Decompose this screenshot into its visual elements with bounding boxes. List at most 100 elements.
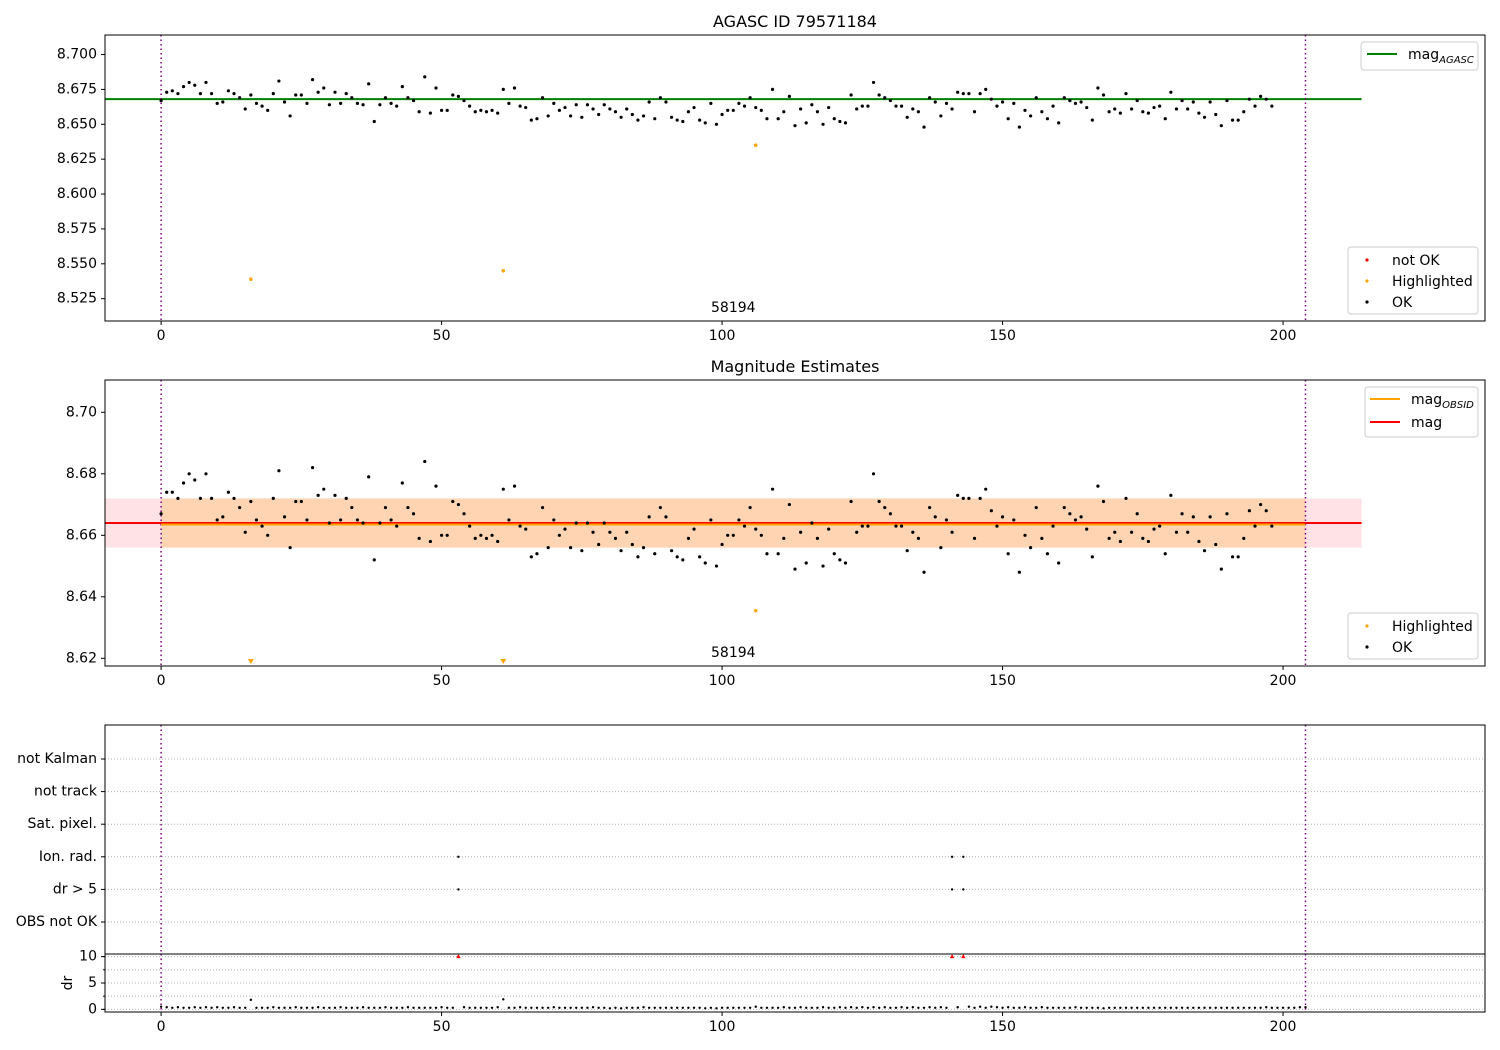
- ok-point: [266, 533, 270, 537]
- ok-point: [1197, 539, 1201, 544]
- ok-point: [776, 552, 780, 556]
- ok-point: [1141, 536, 1145, 540]
- dr-ok-point: [821, 1006, 825, 1009]
- ok-point: [608, 107, 612, 111]
- dr-ok-point: [1029, 1006, 1032, 1009]
- dr-ok-point: [356, 1006, 359, 1009]
- ok-point: [776, 117, 780, 121]
- panel4-ytick-label: 0: [88, 1001, 97, 1017]
- ok-point: [451, 499, 455, 504]
- ok-point: [563, 527, 567, 531]
- panel2-line-legend-label: magOBSID: [1411, 392, 1474, 411]
- panel1-point-legend-label: not OK: [1392, 253, 1440, 269]
- ok-point: [316, 493, 320, 497]
- dr-ok-point: [597, 1006, 600, 1009]
- ok-point: [389, 518, 393, 522]
- ok-point: [232, 91, 236, 96]
- ok-point: [860, 104, 864, 108]
- ok-point: [1057, 121, 1061, 125]
- dr-ok-point: [1242, 1006, 1245, 1009]
- dr-ok-point: [776, 1006, 780, 1009]
- ok-point: [815, 536, 820, 540]
- ok-point: [1107, 110, 1111, 114]
- ok-point: [984, 87, 988, 92]
- dr-ok-point: [866, 1006, 870, 1009]
- ok-point: [703, 121, 707, 125]
- ok-point: [361, 521, 365, 525]
- ok-point: [535, 552, 539, 556]
- panel2-obsid-label: 58194: [711, 645, 756, 661]
- agasc-mag-panel: AGASC ID 79571184 58194 0 50 100 150 200 8.525 8…: [57, 12, 1486, 344]
- ok-point: [1124, 496, 1128, 500]
- flag-point: [950, 888, 954, 891]
- ok-point: [1062, 96, 1066, 100]
- ok-point: [1090, 118, 1094, 122]
- ok-point: [546, 546, 550, 550]
- ok-point: [434, 86, 438, 90]
- dr-ok-point: [586, 1006, 589, 1009]
- ok-point: [860, 524, 864, 528]
- panel1-ytick-label: 8.650: [57, 116, 97, 132]
- ok-point: [714, 122, 719, 126]
- dr-ok-point: [406, 1006, 410, 1009]
- ok-point: [473, 110, 477, 114]
- ok-point: [305, 101, 309, 105]
- panel1-ytick-label: 8.550: [57, 256, 97, 272]
- ok-point: [681, 119, 685, 124]
- ok-point: [1090, 555, 1094, 559]
- flag-point: [962, 888, 965, 891]
- panel1-line-legend-label: magAGASC: [1408, 47, 1474, 66]
- flag-category-label: Sat. pixel.: [28, 816, 97, 832]
- ok-point: [1264, 509, 1268, 513]
- ok-point: [288, 114, 292, 118]
- ok-point: [327, 521, 331, 525]
- ok-point: [1259, 94, 1263, 98]
- ok-point: [400, 85, 404, 89]
- dr-ok-point: [345, 1006, 348, 1009]
- ok-point: [1180, 512, 1184, 516]
- highlighted-point: [501, 268, 506, 273]
- dr-ok-point: [1192, 1006, 1195, 1009]
- dr-ok-point: [1107, 1006, 1111, 1009]
- dr-ok-point: [316, 1006, 320, 1009]
- dr-ok-point: [1203, 1006, 1206, 1009]
- dr-ok-point: [451, 1006, 455, 1009]
- ok-point: [922, 570, 926, 574]
- ok-point: [1253, 104, 1257, 108]
- dr-ok-point: [1287, 1006, 1290, 1009]
- ok-point: [748, 506, 752, 510]
- ok-point: [585, 103, 590, 107]
- ok-point: [782, 536, 786, 540]
- ok-point: [602, 521, 606, 525]
- dr-ok-point: [328, 1006, 331, 1009]
- ok-point: [827, 105, 831, 110]
- ok-point: [569, 546, 573, 550]
- ok-point: [428, 539, 432, 544]
- ok-point: [759, 533, 763, 537]
- dr-ok-point: [524, 1006, 527, 1009]
- ok-point: [928, 96, 932, 100]
- dr-ok-point: [889, 1006, 892, 1009]
- panel2-line-legend-label-text: mag: [1411, 392, 1442, 408]
- dr-ok-point: [608, 1007, 612, 1010]
- dr-ok-point: [412, 1006, 415, 1009]
- dr-ok-point: [563, 1006, 567, 1009]
- dr-ok-point: [221, 1006, 225, 1009]
- ok-point: [339, 518, 343, 522]
- ok-point: [737, 101, 741, 105]
- ok-point: [866, 104, 870, 108]
- panel1-ytick-label: 8.575: [57, 221, 97, 237]
- ok-point: [619, 549, 623, 553]
- dr-ok-point: [1248, 1006, 1251, 1009]
- dr-ok-point: [479, 1006, 483, 1009]
- dr-ok-point: [266, 1006, 269, 1009]
- dr-ok-point: [1231, 1006, 1234, 1009]
- ok-point: [254, 101, 259, 105]
- dr-ok-point: [1298, 1006, 1302, 1009]
- ok-point: [911, 107, 915, 111]
- ok-point: [1012, 101, 1016, 105]
- ok-point: [742, 524, 747, 528]
- ok-point: [630, 112, 634, 117]
- ok-point: [838, 558, 842, 562]
- ok-point: [423, 75, 427, 79]
